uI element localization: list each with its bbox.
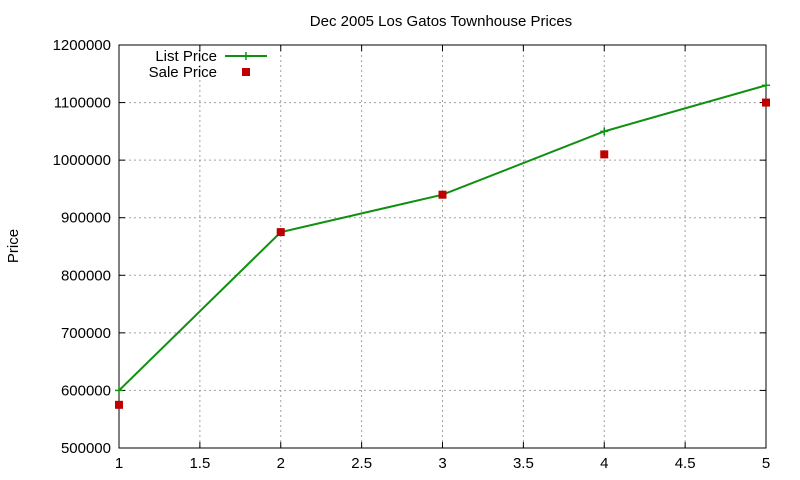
y-tick-label: 800000 xyxy=(61,267,111,284)
sale-price-point xyxy=(438,190,447,199)
legend-label: Sale Price xyxy=(149,64,217,81)
list-price-point xyxy=(762,81,770,90)
x-tick-label: 5 xyxy=(762,455,770,472)
sale-price-point xyxy=(762,98,770,107)
chart-title: Dec 2005 Los Gatos Townhouse Prices xyxy=(310,13,572,30)
x-tick-label: 2.5 xyxy=(351,455,372,472)
y-tick-label: 700000 xyxy=(61,325,111,342)
series-sale-price xyxy=(115,98,770,409)
y-axis-label: Price xyxy=(5,229,22,263)
list-price-point xyxy=(115,386,123,395)
sale-price-point xyxy=(276,228,285,237)
grid xyxy=(119,45,766,448)
legend-square-swatch xyxy=(242,68,250,76)
sale-price-point xyxy=(115,400,123,409)
x-tick-label: 2 xyxy=(277,455,285,472)
y-tick-label: 1100000 xyxy=(54,95,111,112)
x-tick-label: 3 xyxy=(438,455,446,472)
legend-cross-swatch xyxy=(242,52,250,60)
axis-ticks: 1 1.5 2 2.5 3 3.5 4 4.5 5 500000 600000 700000 80000… xyxy=(53,37,771,472)
y-tick-label: 900000 xyxy=(61,210,111,227)
y-tick-label: 500000 xyxy=(61,440,111,457)
x-tick-label: 1.5 xyxy=(189,455,210,472)
sale-price-point xyxy=(600,150,609,159)
y-tick-label: 1200000 xyxy=(53,37,111,54)
series-layer xyxy=(115,81,770,409)
x-tick-label: 3.5 xyxy=(513,455,534,472)
x-tick-label: 4.5 xyxy=(675,455,696,472)
series-list-price xyxy=(115,81,770,395)
legend-label: List Price xyxy=(155,48,217,65)
x-tick-label: 1 xyxy=(115,455,123,472)
y-tick-label: 1000000 xyxy=(53,152,111,169)
list-price-point xyxy=(600,127,609,136)
x-tick-label: 4 xyxy=(600,455,608,472)
y-tick-label: 600000 xyxy=(61,382,111,399)
